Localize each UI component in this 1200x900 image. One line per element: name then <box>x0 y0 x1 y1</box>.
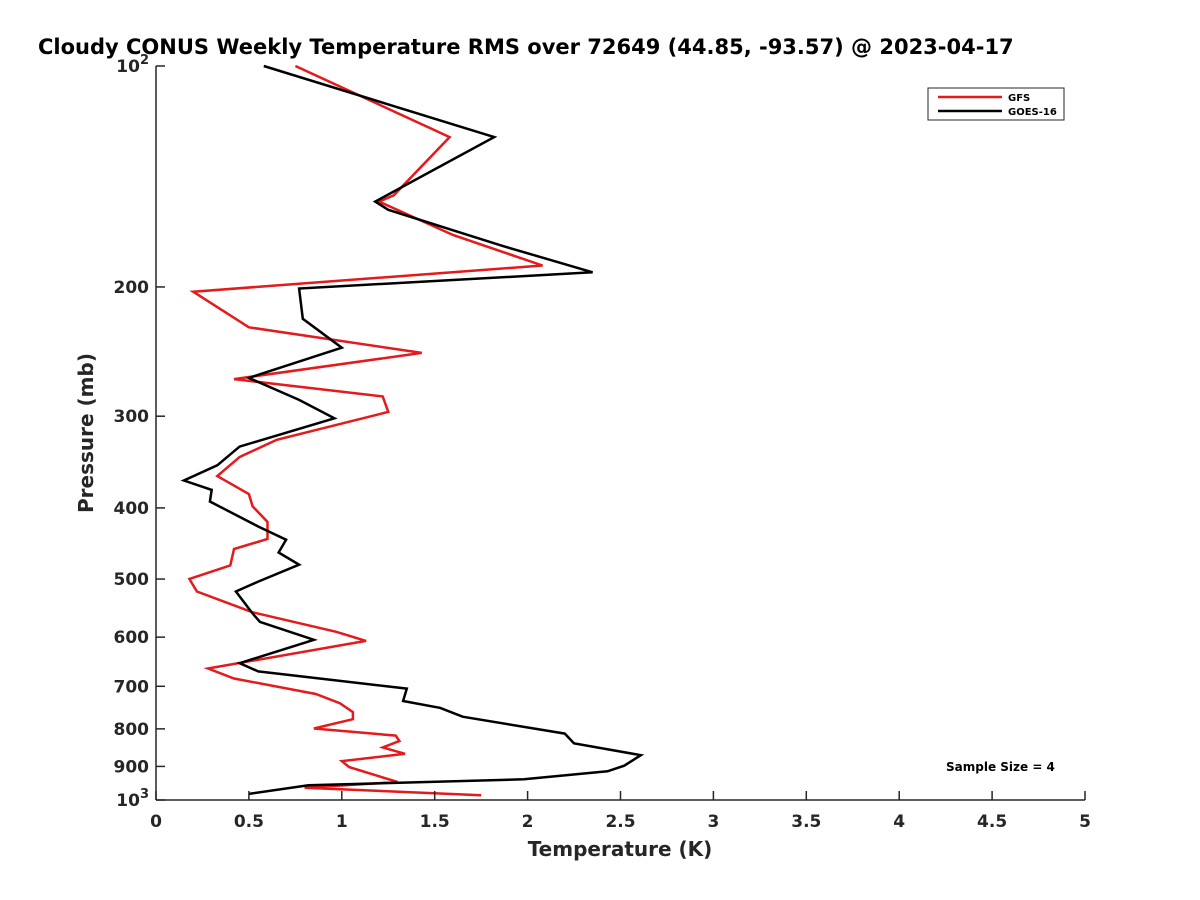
y-tick-label: 102 <box>116 53 149 77</box>
x-tick-label: 3 <box>707 812 719 832</box>
legend-label: GFS <box>1008 93 1030 104</box>
legend: GFS GOES-16 <box>927 87 1065 121</box>
y-tick-label: 900 <box>114 757 150 777</box>
x-axis-label: Temperature (K) <box>528 837 713 861</box>
series-line-gfs <box>187 64 543 797</box>
y-tick-label: 200 <box>114 278 150 298</box>
x-tick-label: 1.5 <box>420 812 450 832</box>
y-axis: 102 200 300 400 500 600 700 800 900 103 <box>114 53 165 811</box>
y-tick-label: 800 <box>114 720 150 740</box>
x-tick-label: 1 <box>336 812 348 832</box>
series-line-goes-16 <box>180 64 645 796</box>
x-tick-label: 4.5 <box>977 812 1007 832</box>
chart-title: Cloudy CONUS Weekly Temperature RMS over… <box>38 35 1014 59</box>
x-tick-label: 2 <box>522 812 534 832</box>
x-tick-label: 3.5 <box>791 812 821 832</box>
y-tick-label: 103 <box>116 787 149 811</box>
plot-area <box>180 64 645 797</box>
legend-box <box>927 87 1065 121</box>
x-tick-label: 2.5 <box>605 812 635 832</box>
y-tick-label: 300 <box>114 407 150 427</box>
y-tick-label: 400 <box>114 499 150 519</box>
y-tick-label: 500 <box>114 570 150 590</box>
sample-size-annotation: Sample Size = 4 <box>946 760 1055 774</box>
x-axis: 0 0.5 1 1.5 2 2.5 3 3.5 4 4.5 5 <box>150 791 1091 832</box>
x-tick-label: 0.5 <box>234 812 264 832</box>
x-tick-label: 5 <box>1079 812 1091 832</box>
x-tick-label: 0 <box>150 812 162 832</box>
y-axis-label: Pressure (mb) <box>74 353 98 513</box>
y-tick-label: 700 <box>114 677 150 697</box>
y-tick-label: 600 <box>114 628 150 648</box>
legend-label: GOES-16 <box>1008 107 1057 118</box>
x-tick-label: 4 <box>893 812 905 832</box>
